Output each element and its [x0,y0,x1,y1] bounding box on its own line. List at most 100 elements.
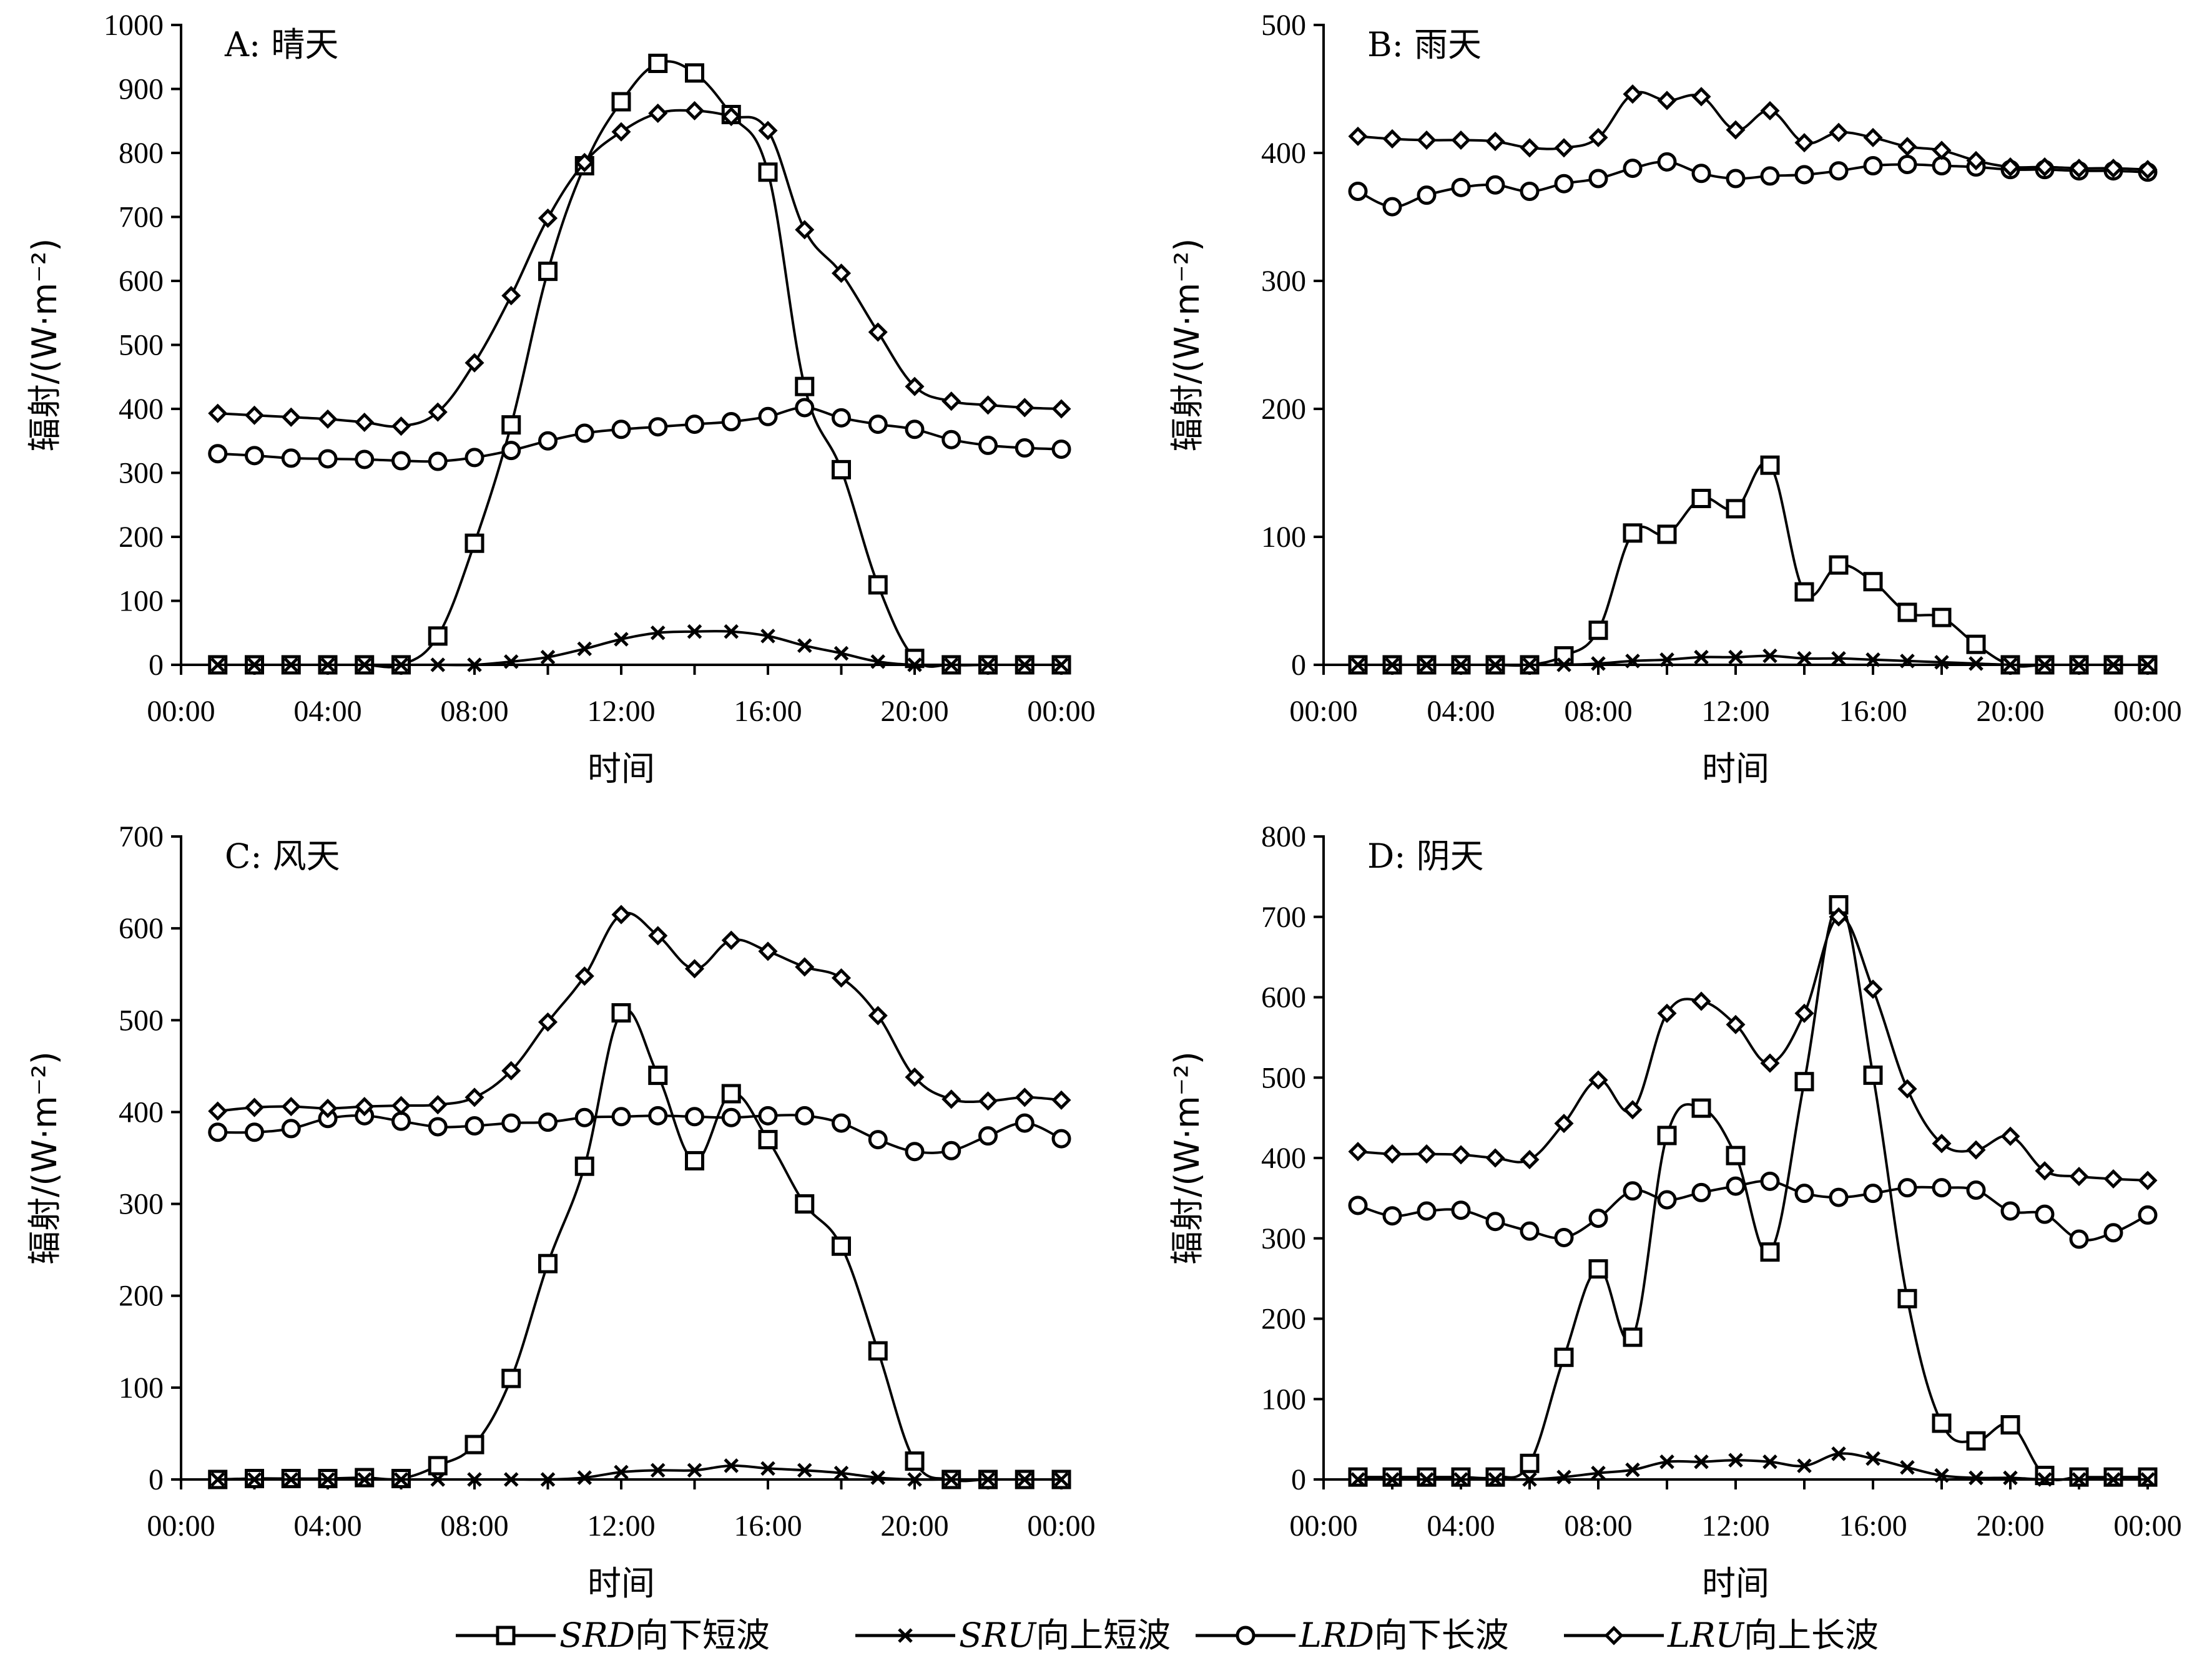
data-point-srd [1348,1467,1368,1487]
data-point-sru [1556,1469,1571,1484]
data-point-lrd [1051,439,1071,459]
data-point-sru [210,1472,225,1487]
data-point-lru [611,905,631,925]
y-tick-label: 100 [1261,521,1306,554]
y-tick-label: 0 [149,649,164,682]
data-point-sru [1591,1465,1606,1481]
data-point-lru [1451,130,1471,150]
data-point-lrd [795,398,815,418]
data-point-lrd [1015,1113,1035,1133]
data-point-lru [2035,157,2055,177]
data-point-lru [1760,101,1780,120]
data-point-srd [1520,1453,1540,1473]
data-point-srd [465,533,484,553]
data-point-lrd [2138,1205,2158,1225]
data-point-sru [980,1472,996,1487]
data-point-lru [1794,133,1814,153]
data-point-sru [247,1472,262,1487]
data-point-lru [1760,1053,1780,1073]
data-point-lru [2000,157,2020,177]
data-point-lru [795,957,815,977]
data-point-lrd [391,1111,411,1131]
data-point-srd [1554,1347,1574,1367]
data-point-lru [684,959,705,979]
legend-label: SRD向下短波 [559,1616,770,1655]
data-point-lrd [721,1107,741,1127]
data-point-srd [1966,1431,1986,1451]
data-point-sru [1453,1472,1468,1487]
y-tick-label: 400 [119,1096,164,1129]
data-point-lrd [1588,169,1608,189]
data-point-lru [905,376,925,396]
data-point-sru [1728,1453,1743,1468]
y-tick-label: 300 [1261,265,1306,298]
data-point-lrd [208,1122,228,1142]
data-point-srd [428,626,448,646]
series-line-lrd [217,406,1062,463]
x-tick-label: 12:00 [587,695,655,728]
data-point-lru [244,1097,265,1117]
data-point-sru [1419,657,1434,672]
data-point-sru [1934,655,1949,670]
data-point-lru [831,263,852,283]
data-point-sru [430,657,446,672]
series-line-sru [217,630,1061,667]
data-point-lrd [685,1107,704,1127]
legend-marker [898,1628,913,1643]
y-tick-label: 100 [1261,1383,1306,1416]
data-point-lru [1051,1090,1071,1110]
y-tick-label: 800 [1261,820,1306,853]
data-point-lru [978,395,998,415]
data-point-lrd [465,448,484,468]
data-point-lrd [1451,1200,1471,1220]
data-point-lru [2138,1170,2158,1190]
data-point-lrd [1794,165,1814,185]
data-point-lrd [905,1142,925,1162]
x-tick-label: 20:00 [1976,1509,2044,1543]
data-point-srd [2069,1467,2089,1487]
data-point-lru [1485,1148,1505,1168]
data-point-sru [210,657,225,672]
y-tick-label: 0 [1291,1463,1306,1496]
legend-code: LRU [1667,1616,1745,1655]
data-point-lrd [1691,164,1711,184]
x-tick-label: 16:00 [1839,1509,1907,1543]
data-point-sru [2140,657,2155,672]
x-tick-label: 08:00 [440,695,508,728]
data-point-lrd [832,1113,851,1133]
data-point-lru [1520,138,1540,158]
data-point-sru [870,654,886,669]
x-tick-label: 20:00 [880,1509,948,1543]
legend-marker [1604,1626,1624,1646]
data-point-srd [501,415,521,435]
data-point-sru [1017,657,1033,672]
data-point-sru [2037,1472,2052,1487]
data-point-lrd [1623,159,1643,179]
data-point-srd [1760,455,1780,475]
data-point-sru [614,1464,629,1479]
x-tick-label: 08:00 [1564,1509,1632,1543]
data-point-srd [648,1066,668,1086]
x-tick-label: 20:00 [880,695,948,728]
panel-a: 0 100 200 300 400 500 600 700 800 900 1000 00:00 04:… [25,9,1096,788]
x-tick-label: 08:00 [1564,695,1632,728]
series-lrd [1348,152,2158,217]
y-tick-label: 300 [1261,1222,1306,1255]
y-tick-label: 200 [1261,393,1306,426]
data-point-lrd [721,412,741,431]
data-point-lru [1966,1140,1986,1160]
data-point-sru [1694,649,1709,665]
data-point-sru [2106,657,2121,672]
data-point-srd [1554,646,1574,666]
data-point-lru [1657,91,1677,110]
data-point-lrd [355,449,375,469]
data-point-lru [1588,1070,1608,1090]
data-point-sru [356,657,372,672]
data-point-sru [614,632,629,647]
data-point-lru [2035,1161,2055,1181]
data-point-lru [1015,1087,1035,1107]
data-point-lru [1015,398,1035,418]
data-point-lru [1348,1142,1368,1162]
data-point-sru [1934,1468,1949,1483]
panel-title: A: 晴天 [224,25,338,64]
